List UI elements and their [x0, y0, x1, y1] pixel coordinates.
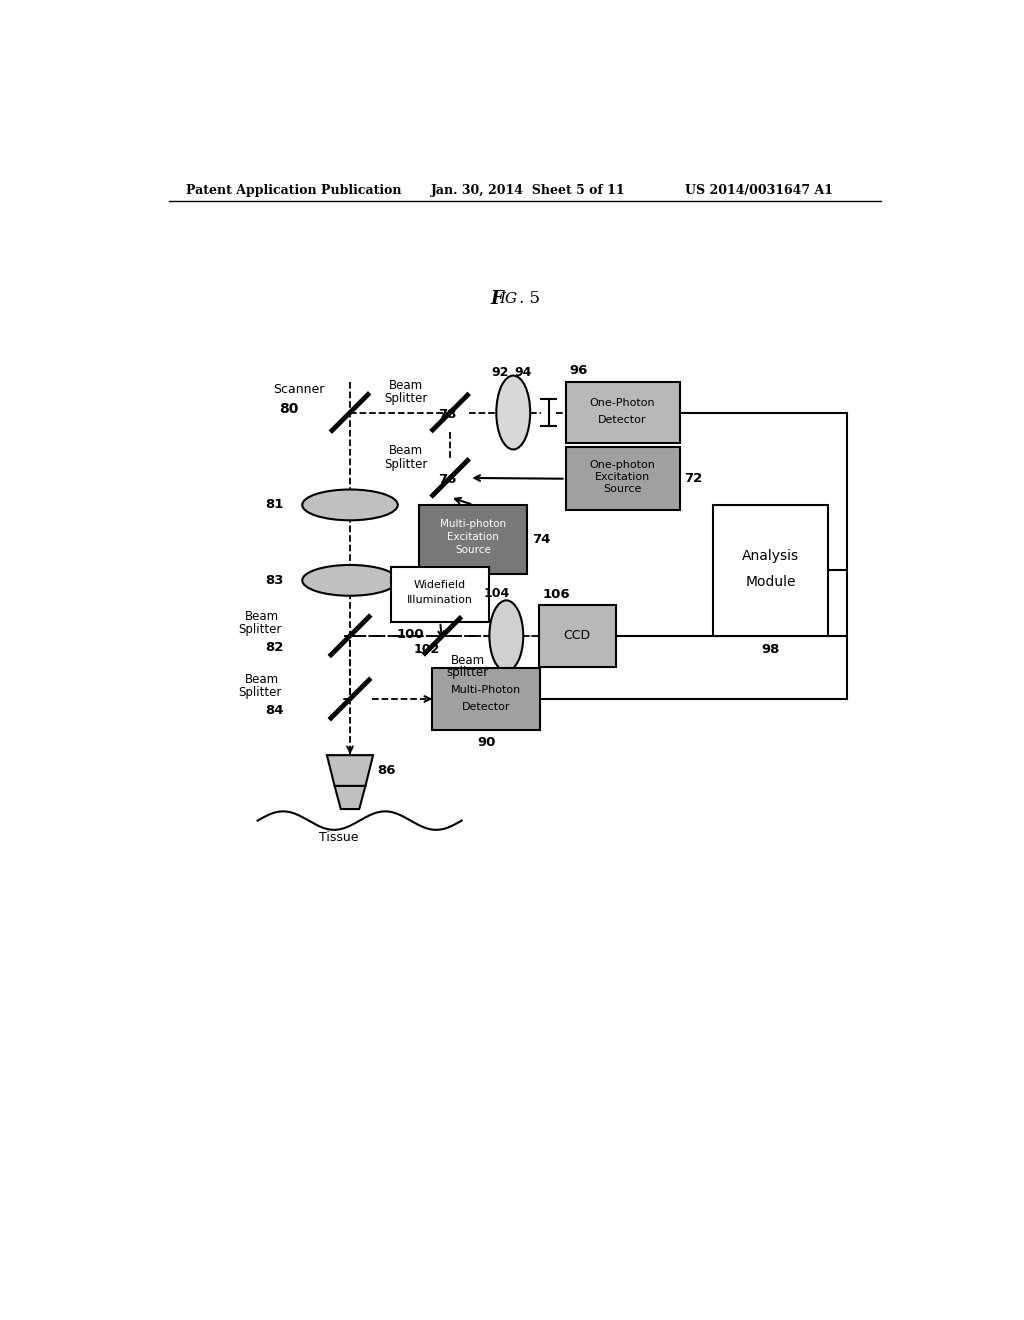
Text: Module: Module	[745, 576, 796, 589]
Text: 78: 78	[438, 408, 457, 421]
Text: Splitter: Splitter	[385, 392, 428, 405]
Bar	[539, 605, 615, 667]
Polygon shape	[335, 785, 366, 809]
Text: Source: Source	[603, 484, 642, 495]
Text: Excitation: Excitation	[595, 473, 650, 482]
Ellipse shape	[497, 375, 530, 449]
Text: Source: Source	[456, 545, 492, 556]
Text: 90: 90	[477, 735, 496, 748]
Text: Scanner: Scanner	[273, 383, 325, 396]
Text: 86: 86	[377, 764, 395, 777]
Bar	[713, 506, 828, 636]
Text: Illumination: Illumination	[408, 595, 473, 606]
Text: Jan. 30, 2014  Sheet 5 of 11: Jan. 30, 2014 Sheet 5 of 11	[431, 185, 626, 197]
Text: Splitter: Splitter	[239, 686, 282, 700]
Text: Multi-Photon: Multi-Photon	[452, 685, 521, 694]
Text: 74: 74	[531, 533, 550, 546]
Text: CCD: CCD	[563, 630, 591, 643]
Bar	[565, 447, 680, 511]
Text: 72: 72	[684, 473, 702, 486]
Bar	[565, 381, 680, 444]
Text: 98: 98	[761, 643, 779, 656]
Text: Splitter: Splitter	[239, 623, 282, 636]
Text: 96: 96	[569, 363, 588, 376]
Text: 94: 94	[515, 366, 532, 379]
Text: Patent Application Publication: Patent Application Publication	[186, 185, 401, 197]
Text: Multi-photon: Multi-photon	[440, 519, 506, 529]
Text: 84: 84	[265, 704, 284, 717]
Text: Analysis: Analysis	[741, 549, 799, 564]
Bar	[419, 506, 527, 574]
Text: Beam: Beam	[388, 379, 423, 392]
Text: . 5: . 5	[518, 290, 540, 308]
Text: Detector: Detector	[598, 416, 647, 425]
Ellipse shape	[302, 490, 397, 520]
Text: 102: 102	[414, 643, 440, 656]
Polygon shape	[327, 755, 373, 785]
Text: Excitation: Excitation	[447, 532, 499, 543]
Text: 83: 83	[265, 574, 284, 587]
Text: F: F	[490, 289, 504, 308]
Text: splitter: splitter	[446, 667, 488, 680]
Text: Beam: Beam	[451, 653, 485, 667]
Text: 92: 92	[492, 366, 509, 379]
Text: Beam: Beam	[245, 673, 279, 686]
Text: Widefield: Widefield	[414, 579, 466, 590]
Text: 106: 106	[543, 587, 570, 601]
Ellipse shape	[302, 565, 397, 595]
Text: One-Photon: One-Photon	[590, 399, 655, 408]
Text: One-photon: One-photon	[590, 459, 655, 470]
Text: 76: 76	[438, 473, 457, 486]
Text: Tissue: Tissue	[318, 832, 358, 843]
Ellipse shape	[489, 601, 523, 672]
Bar	[391, 566, 489, 622]
Text: IG: IG	[500, 292, 517, 305]
Text: Splitter: Splitter	[385, 458, 428, 471]
Text: Beam: Beam	[245, 610, 279, 623]
Text: 100: 100	[397, 628, 425, 640]
Text: Detector: Detector	[462, 702, 511, 711]
Text: 104: 104	[483, 587, 510, 601]
Text: Beam: Beam	[388, 445, 423, 458]
Text: 82: 82	[265, 640, 284, 653]
Text: US 2014/0031647 A1: US 2014/0031647 A1	[685, 185, 833, 197]
Bar	[432, 668, 541, 730]
Text: 80: 80	[280, 401, 299, 416]
Text: 81: 81	[265, 499, 284, 511]
